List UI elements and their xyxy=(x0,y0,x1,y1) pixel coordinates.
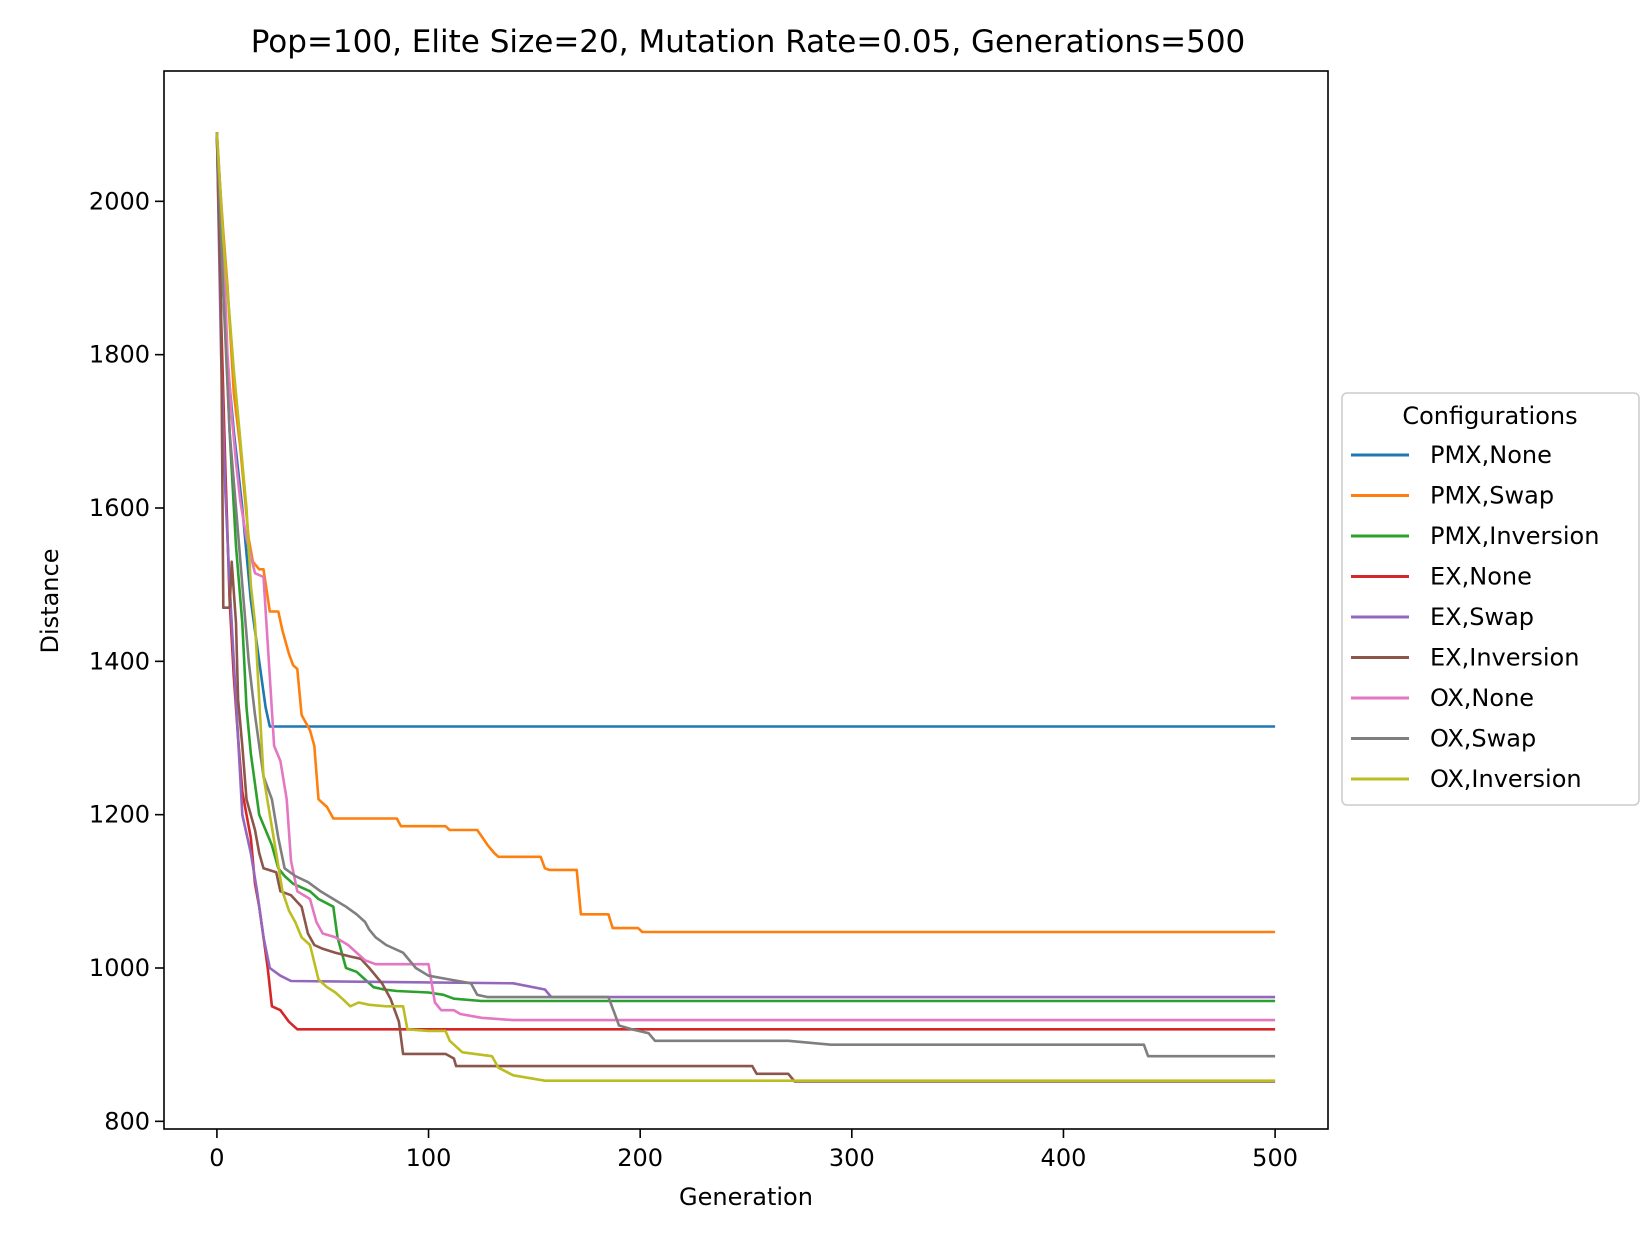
y-tick-label-0: 800 xyxy=(104,1107,150,1135)
y-axis-label: Distance xyxy=(36,549,64,654)
series-line-6 xyxy=(215,132,1276,1022)
x-tick-label-4: 400 xyxy=(1041,1144,1087,1172)
series-line-7 xyxy=(215,132,1276,1058)
legend-label-6: OX,None xyxy=(1430,684,1534,712)
y-tick-label-1: 1000 xyxy=(89,954,150,982)
plot-frame xyxy=(163,70,1329,1130)
x-tick-label-3: 300 xyxy=(829,1144,875,1172)
legend-label-1: PMX,Swap xyxy=(1430,482,1554,510)
y-tick-label-6: 2000 xyxy=(89,187,150,215)
x-tick-label-0: 0 xyxy=(209,1144,224,1172)
series-line-5 xyxy=(215,132,1276,1083)
series-line-3 xyxy=(215,132,1276,1031)
series-line-0 xyxy=(215,132,1276,728)
chart-title: Pop=100, Elite Size=20, Mutation Rate=0.… xyxy=(251,24,1246,60)
legend: Configurations PMX,None PMX,Swap PMX,Inver… xyxy=(1341,392,1640,806)
y-tick-label-4: 1600 xyxy=(89,494,150,522)
y-axis-ticks: 800 1000 1200 1400 1600 1800 2000 xyxy=(89,187,164,1135)
x-axis-label: Generation xyxy=(679,1183,813,1211)
series-line-4 xyxy=(215,132,1276,999)
y-tick-label-5: 1800 xyxy=(89,341,150,369)
series-line-1 xyxy=(215,139,1276,934)
series-line-2 xyxy=(215,132,1276,1003)
legend-label-4: EX,Swap xyxy=(1430,603,1534,631)
legend-label-5: EX,Inversion xyxy=(1430,644,1579,672)
series-layer xyxy=(215,132,1276,1083)
x-axis-ticks: 0 100 200 300 400 500 xyxy=(209,1129,1298,1172)
legend-label-8: OX,Inversion xyxy=(1430,765,1582,793)
legend-frame xyxy=(1341,392,1640,806)
legend-label-2: PMX,Inversion xyxy=(1430,522,1599,550)
x-tick-label-1: 100 xyxy=(406,1144,452,1172)
legend-title: Configurations xyxy=(1402,402,1577,430)
legend-label-7: OX,Swap xyxy=(1430,725,1536,753)
series-line-8 xyxy=(215,132,1276,1082)
x-tick-label-2: 200 xyxy=(617,1144,663,1172)
y-tick-label-3: 1400 xyxy=(89,647,150,675)
x-tick-label-5: 500 xyxy=(1252,1144,1298,1172)
y-tick-label-2: 1200 xyxy=(89,801,150,829)
legend-label-0: PMX,None xyxy=(1430,441,1552,469)
legend-label-3: EX,None xyxy=(1430,563,1532,591)
